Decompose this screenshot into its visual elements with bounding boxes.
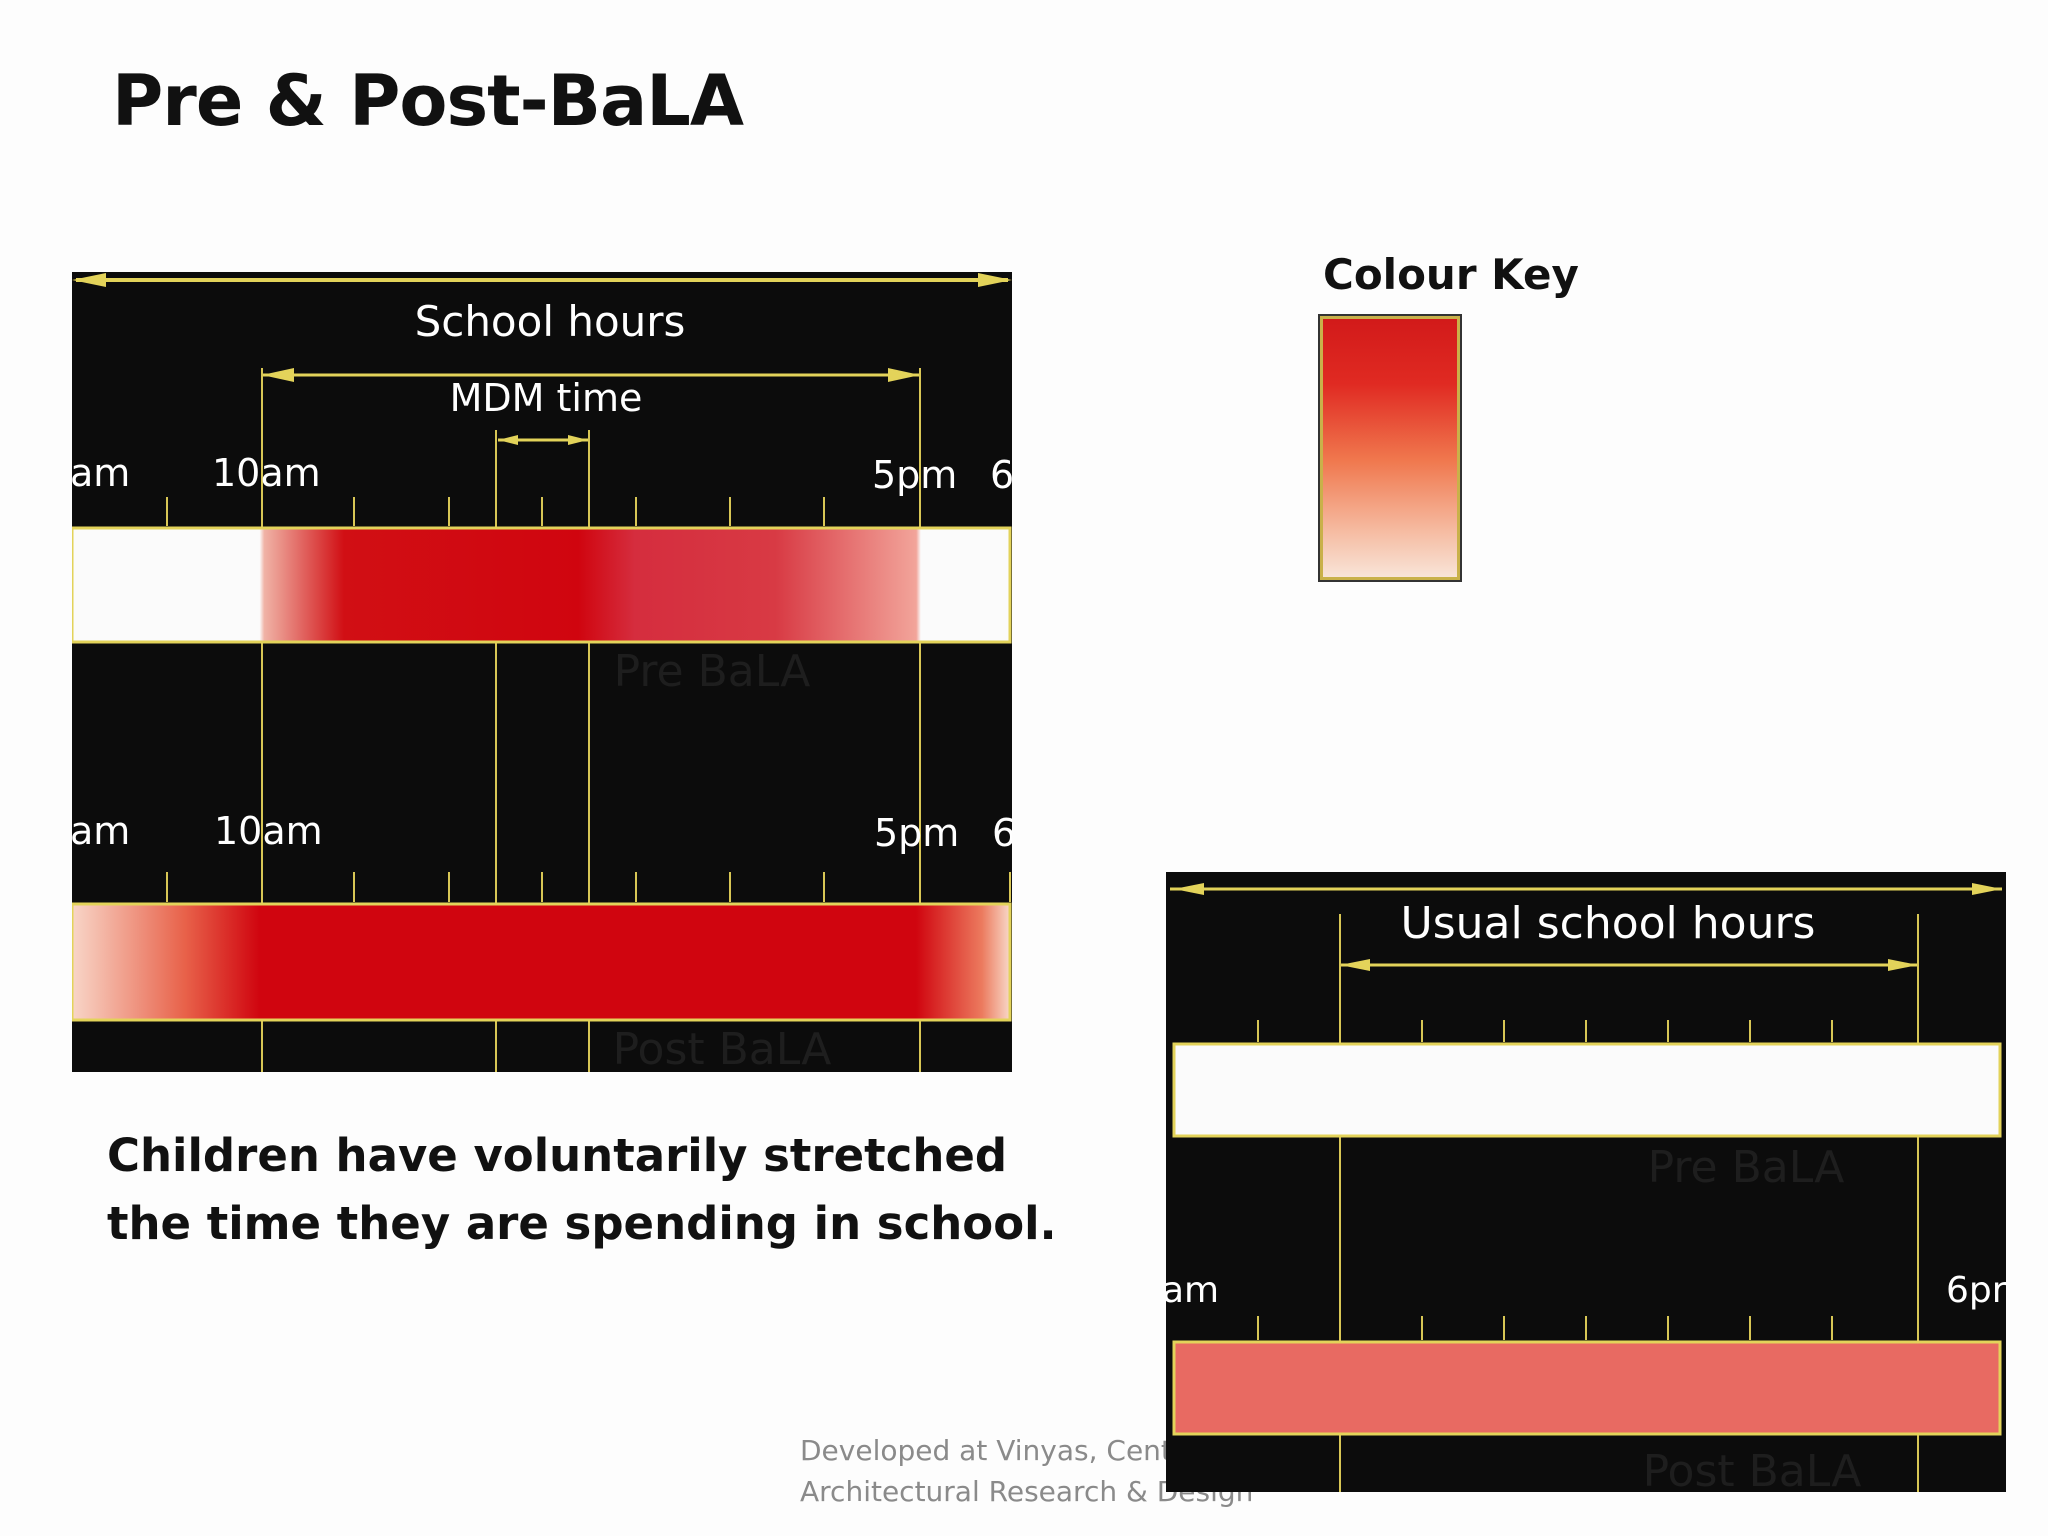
time-label: 10am <box>214 809 323 853</box>
pre-bala-bar <box>72 526 1012 644</box>
credit-text: Developed at Vinyas, Centre for Architec… <box>800 1434 1254 1508</box>
mdm-arrow-left-icon <box>498 435 518 445</box>
arrow-head-left-icon <box>1174 883 1204 895</box>
post-bala-bar <box>1172 1340 2002 1436</box>
mdm-time-label: MDM time <box>450 376 643 420</box>
time-label: 6 <box>992 811 1012 855</box>
time-label: am <box>72 809 130 853</box>
school-arrow-right-icon <box>888 368 920 382</box>
page-title: Pre & Post-BaLA <box>112 60 744 142</box>
school-hours-label: School hours <box>415 297 686 346</box>
pre-bala-label: Pre BaLA <box>614 646 811 697</box>
pre-bala-bar <box>1172 1042 2002 1138</box>
time-label-left: am <box>1166 1270 1219 1311</box>
colour-key-swatch <box>1320 316 1460 580</box>
pre-ticks <box>166 497 921 526</box>
post-bala-label: Post BaLA <box>613 1024 832 1072</box>
arrow-head-right-icon <box>978 273 1012 287</box>
post-ticks <box>166 872 1011 902</box>
timeline-diagram: School hours MDM time am 10am 5pm 6 Pre … <box>72 272 1012 1072</box>
colour-key-title: Colour Key <box>1323 250 1579 299</box>
pre-bala-label: Pre BaLA <box>1648 1142 1845 1193</box>
time-label: 6 <box>990 453 1012 497</box>
pre-ticks <box>1257 1020 1833 1042</box>
usual-arrow-left-icon <box>1340 959 1370 971</box>
school-arrow-left-icon <box>262 368 294 382</box>
usual-hours-label: Usual school hours <box>1401 898 1816 949</box>
time-label: am <box>72 451 130 495</box>
caption-text: Children have voluntarily stretched the … <box>107 1129 1057 1250</box>
post-bala-label: Post BaLA <box>1643 1446 1862 1492</box>
mdm-arrow-right-icon <box>568 435 588 445</box>
time-label: 5pm <box>872 453 957 497</box>
time-label: 5pm <box>874 811 959 855</box>
arrow-head-right-icon <box>1972 883 2002 895</box>
post-ticks <box>1257 1316 1833 1340</box>
time-label: 10am <box>212 451 321 495</box>
arrow-head-left-icon <box>72 273 106 287</box>
post-bala-bar <box>72 902 1012 1022</box>
usual-arrow-right-icon <box>1888 959 1918 971</box>
usual-hours-diagram: Usual school hours Pre BaLA am 6pr Post … <box>1166 872 2006 1492</box>
time-label-right: 6pr <box>1946 1270 2006 1311</box>
